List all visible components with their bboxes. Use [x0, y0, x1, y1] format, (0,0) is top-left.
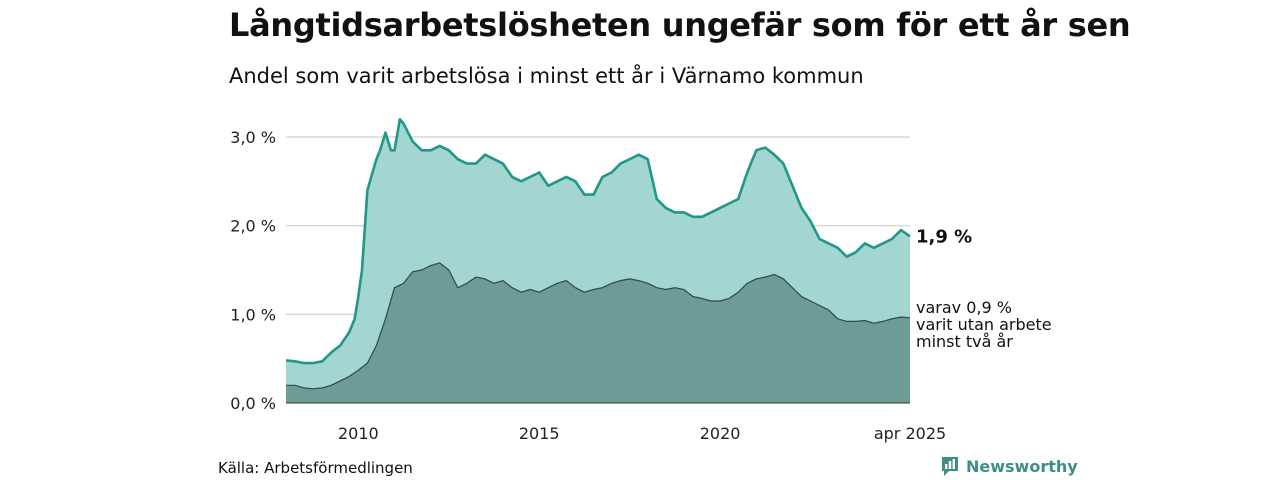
x-tick-label: 2010 [338, 424, 379, 443]
chart-title: Långtidsarbetslösheten ungefär som för e… [229, 6, 1131, 44]
y-tick-label: 0,0 % [230, 394, 276, 413]
series-two-year-area [286, 262, 910, 403]
x-tick-label: 2015 [519, 424, 560, 443]
source-note: Källa: Arbetsförmedlingen [218, 459, 413, 477]
brand-logo[interactable]: Newsworthy [940, 455, 1078, 477]
two-year-label-line: varit utan arbete [916, 315, 1052, 334]
series-one-year-line [285, 118, 911, 365]
chart-subtitle: Andel som varit arbetslösa i minst ett å… [229, 64, 864, 88]
x-tick-label: 2020 [700, 424, 741, 443]
x-tick-label: apr 2025 [874, 424, 946, 443]
two-year-label-line: minst två år [916, 332, 1013, 351]
brand-name: Newsworthy [966, 456, 1078, 476]
two-year-label-line: varav 0,9 % [916, 298, 1012, 317]
series-two-year-line [286, 262, 911, 390]
y-tick-label: 1,0 % [230, 305, 276, 324]
y-tick-label: 3,0 % [230, 128, 276, 147]
total-value-label: 1,9 % [916, 226, 972, 247]
newsworthy-logo-icon [942, 457, 958, 476]
y-tick-label: 2,0 % [230, 217, 276, 236]
